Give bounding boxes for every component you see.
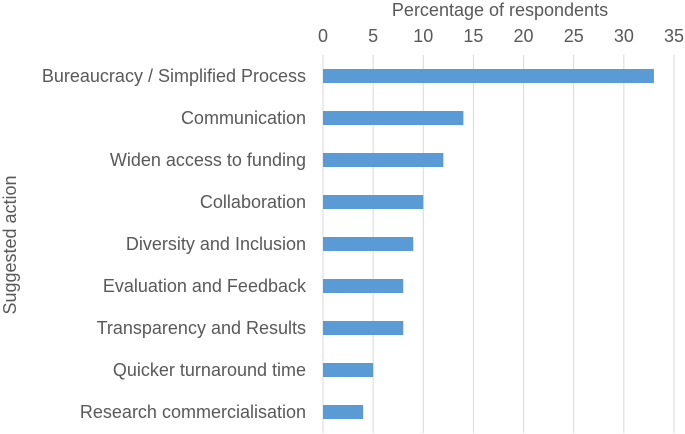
bar [323, 237, 414, 251]
category-label: Quicker turnaround time [113, 360, 306, 380]
x-axis-title: Percentage of respondents [392, 0, 608, 20]
bar [323, 405, 364, 419]
x-tick-label: 20 [514, 26, 534, 46]
x-tick-label: 0 [318, 26, 328, 46]
x-tick-labels: 0 5 10 15 20 25 30 35 [318, 26, 684, 46]
x-tick-label: 5 [368, 26, 378, 46]
category-label: Research commercialisation [80, 402, 306, 422]
category-label: Widen access to funding [110, 150, 306, 170]
category-label: Evaluation and Feedback [103, 276, 307, 296]
category-label: Communication [181, 108, 306, 128]
category-label: Bureaucracy / Simplified Process [42, 66, 306, 86]
bar [323, 195, 424, 209]
bar [323, 153, 444, 167]
x-tick-label: 35 [664, 26, 684, 46]
category-label: Transparency and Results [97, 318, 306, 338]
bars [323, 69, 654, 419]
y-axis-title: Suggested action [0, 175, 20, 314]
x-tick-label: 30 [614, 26, 634, 46]
bar [323, 321, 404, 335]
category-label: Collaboration [200, 192, 306, 212]
bar [323, 363, 374, 377]
bar [323, 279, 404, 293]
x-tick-label: 10 [413, 26, 433, 46]
category-label: Diversity and Inclusion [126, 234, 306, 254]
category-labels: Bureaucracy / Simplified Process Communic… [42, 66, 307, 422]
x-tick-label: 25 [564, 26, 584, 46]
bar [323, 69, 654, 83]
bar [323, 111, 464, 125]
x-tick-label: 15 [463, 26, 483, 46]
